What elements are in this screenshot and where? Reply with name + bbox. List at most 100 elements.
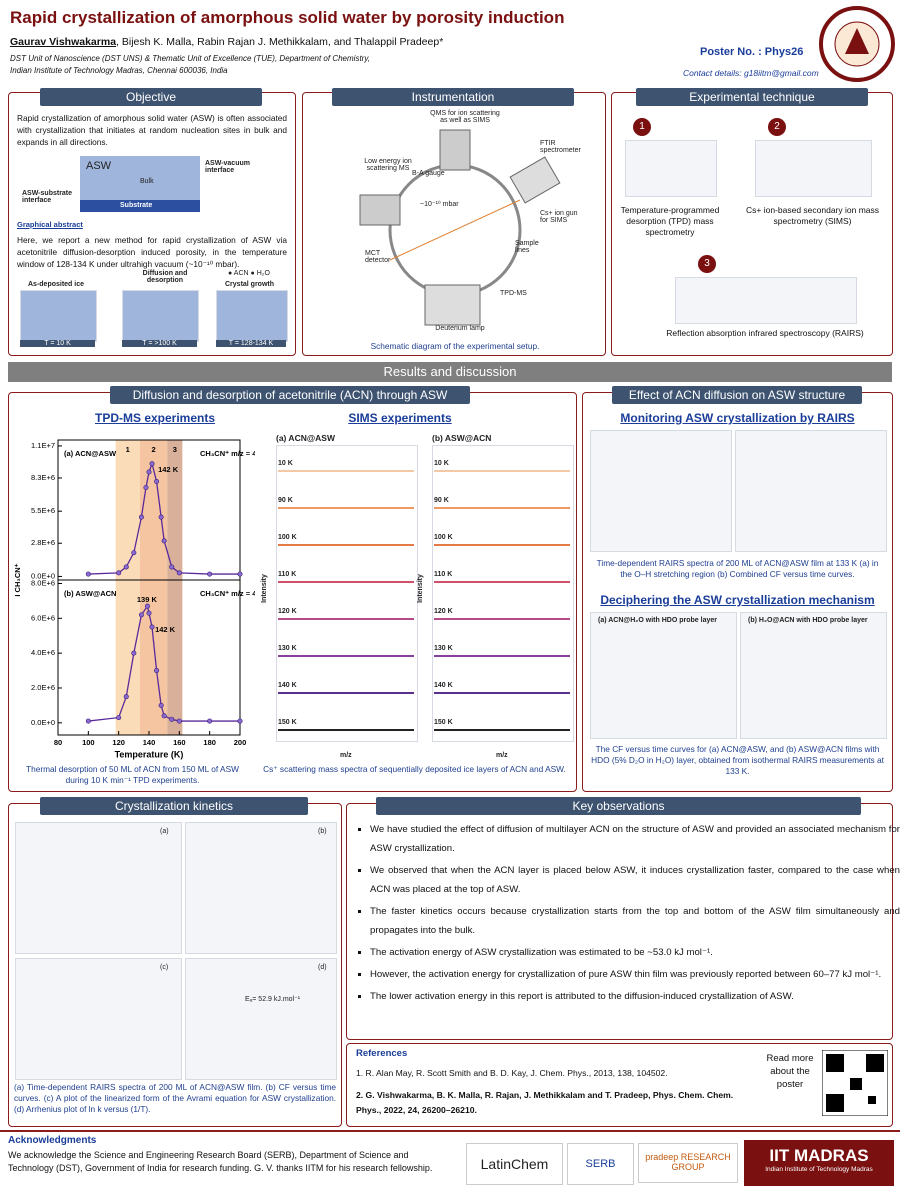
presenter: Gaurav Vishwakarma: [10, 36, 117, 48]
legend-item: ACN: [233, 270, 249, 277]
region-label: 1: [126, 445, 130, 454]
temperature-label: 140 K: [278, 682, 297, 689]
qr-code[interactable]: [822, 1050, 888, 1116]
spectrum: [278, 507, 414, 509]
subheading: TPD-MS experiments: [94, 411, 216, 425]
tpd-chart: 1 2 3 0.0E+0 2.8E+6 5.5E+6 8.3E+6 1.1E+7 (a) ACN…: [13, 439, 255, 759]
legend-item: H₂O: [256, 270, 270, 277]
observation: The lower activation energy in this repo…: [370, 987, 900, 1006]
y-tick-label: 8.0E+6: [31, 578, 55, 587]
authors: Gaurav Vishwakarma, Bijesh K. Malla, Rab…: [10, 36, 443, 48]
section-heading: Objective: [40, 88, 262, 106]
spectrum: [278, 692, 414, 694]
axis-label: m/z: [496, 752, 508, 759]
panel-label: (a) ACN@H₂O with HDO probe layer: [598, 617, 717, 624]
spectrum: [434, 581, 570, 583]
y-axis-label: I CH₃CN⁺: [13, 563, 22, 596]
label: ASW-vacuum interface: [205, 160, 250, 174]
data-point: [176, 718, 182, 724]
read-more[interactable]: Read more about the poster: [766, 1053, 814, 1090]
y-tick-label: 1.1E+7: [31, 441, 55, 450]
reference: 2. G. Vishwakarma, B. K. Malla, R. Rajan…: [356, 1090, 734, 1115]
spectrum: [278, 618, 414, 620]
rairs-spectra: [590, 430, 732, 552]
label: ~10⁻¹⁰ mbar: [420, 201, 459, 208]
data-point: [154, 668, 160, 674]
data-point: [207, 571, 213, 577]
subheading: Graphical abstract: [17, 220, 83, 229]
mechanism-chart: [740, 612, 887, 739]
spectrum: [278, 655, 414, 657]
institute-logo: [819, 6, 895, 82]
coauthors: , Bijesh K. Malla, Rabin Rajan J. Methik…: [116, 36, 444, 48]
observation: However, the activation energy for cryst…: [370, 965, 900, 984]
section-heading: Diffusion and desorption of acetonitrile…: [110, 386, 470, 404]
data-point: [146, 469, 152, 475]
label: Deuterium lamp: [435, 325, 485, 332]
label: QMS for ion scattering as well as SIMS: [430, 110, 500, 124]
caption: The CF versus time curves for (a) ACN@AS…: [591, 744, 884, 776]
sims-panel: [432, 445, 574, 742]
reference: 1. R. Alan May, R. Scott Smith and B. D.…: [356, 1068, 668, 1078]
data-point: [144, 603, 150, 609]
peak-label: 142 K: [158, 465, 179, 474]
axis-label: m/z: [340, 752, 352, 759]
sims-panel: [276, 445, 418, 742]
ion-label: CH₃CN⁺ m/z = 41: [200, 589, 255, 598]
affiliation: DST Unit of Nanoscience (DST UNS) & Them…: [10, 54, 370, 63]
data-point: [158, 702, 164, 708]
data-point: [138, 514, 144, 520]
objective-text: Here, we report a new method for rapid c…: [17, 235, 287, 269]
label: ASW-substrate interface: [22, 190, 73, 204]
data-point: [154, 479, 160, 485]
panel-label: (a): [160, 828, 169, 835]
logo: IIT MADRAS Indian Institute of Technology…: [744, 1140, 894, 1186]
section-heading: Experimental technique: [636, 88, 868, 106]
observation: We have studied the effect of diffusion …: [370, 820, 900, 858]
label: Bulk: [140, 178, 154, 185]
data-point: [146, 610, 152, 616]
data-point: [161, 538, 167, 544]
x-tick-label: 200: [234, 738, 247, 747]
region: [167, 440, 183, 735]
y-tick-label: 0.0E+0: [31, 571, 55, 580]
results-heading: Results and discussion: [8, 362, 892, 382]
subheading: Acknowledgments: [8, 1135, 97, 1146]
data-point: [207, 718, 213, 724]
region-label: 2: [151, 445, 155, 454]
cf-curves: [735, 430, 887, 552]
setup-schematic: [359, 129, 561, 326]
data-point: [138, 612, 144, 618]
stage-image: [20, 290, 97, 342]
stage-label: As-deposited ice: [28, 281, 85, 288]
logo: pradeep RESEARCH GROUP: [638, 1143, 738, 1183]
y-tick-label: 5.5E+6: [31, 506, 55, 515]
observation: We observed that when the ACN layer is p…: [370, 861, 900, 899]
subheading: Monitoring ASW crystallization by RAIRS: [620, 411, 855, 425]
asw-schematic: [80, 156, 200, 212]
temperature-label: 10 K: [434, 460, 449, 467]
spectrum: [434, 655, 570, 657]
x-axis-label: Temperature (K): [115, 749, 184, 759]
technique-caption: Temperature-programmed desorption (TPD) …: [620, 205, 720, 237]
footer: [0, 1130, 900, 1200]
peak-label: 142 K: [155, 625, 176, 634]
temperature-label: 130 K: [278, 645, 297, 652]
peak-label: 139 K: [137, 595, 158, 604]
region-label: 3: [173, 445, 177, 454]
x-tick-label: 120: [112, 738, 125, 747]
label: ASW: [86, 160, 112, 172]
technique-image: [625, 140, 717, 197]
panel-label: (c): [160, 964, 169, 971]
y-tick-label: 2.8E+6: [31, 538, 55, 547]
section-heading: Crystallization kinetics: [40, 797, 308, 815]
temperature-label: 100 K: [278, 534, 297, 541]
logo: LatinChem: [466, 1143, 563, 1185]
temperature-label: 130 K: [434, 645, 453, 652]
data-point: [149, 624, 155, 630]
section-heading: Effect of ACN diffusion on ASW structure: [612, 386, 862, 404]
panel-label: (b): [318, 828, 327, 835]
title: Rapid crystallization of amorphous solid…: [10, 8, 565, 27]
technique-caption: Reflection absorption infrared spectrosc…: [666, 328, 864, 338]
